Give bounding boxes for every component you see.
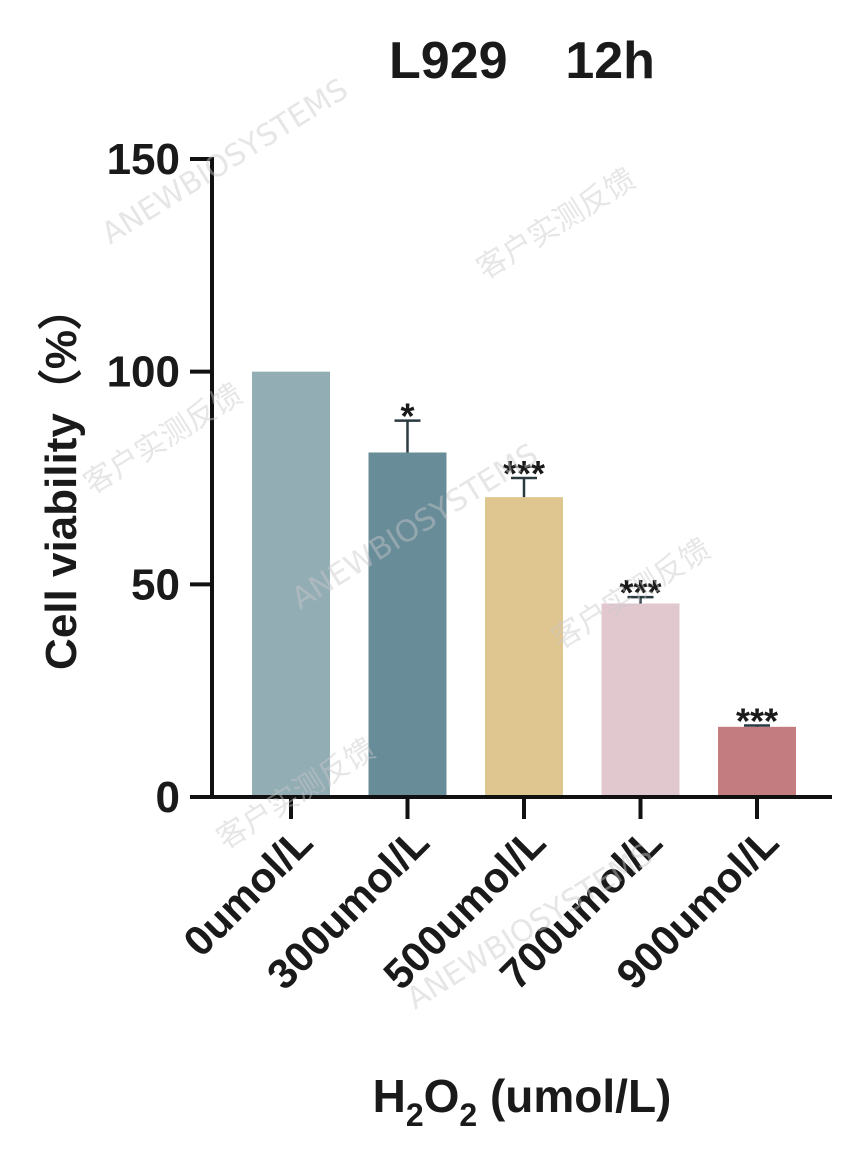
y-tick-label: 50 — [131, 560, 180, 609]
x-axis-label: H2O2 (umol/L) — [373, 1070, 672, 1133]
x-axis-label-unit: (umol/L) — [477, 1070, 671, 1122]
significance-label: *** — [619, 572, 661, 613]
significance-group: ********** — [400, 396, 778, 742]
x-axis-label-h: H — [373, 1070, 406, 1122]
bar — [485, 497, 563, 797]
x-axis-label-o: O — [424, 1070, 460, 1122]
bar — [601, 603, 680, 797]
y-ticks-group: 0 50 100 150 — [107, 135, 212, 822]
y-tick-label: 150 — [107, 135, 180, 184]
significance-label: *** — [736, 701, 778, 742]
significance-label: *** — [503, 453, 545, 494]
bars-group — [252, 371, 796, 797]
significance-label: * — [400, 396, 414, 437]
y-axis-label: Cell viability（%） — [37, 286, 86, 670]
y-tick-label: 100 — [107, 348, 180, 397]
bar — [252, 371, 330, 797]
error-bars-group — [394, 419, 770, 727]
bar — [718, 726, 796, 797]
bar — [368, 452, 447, 797]
y-tick-label: 0 — [156, 773, 180, 822]
x-axis-label-sub1: 2 — [406, 1097, 424, 1133]
x-axis-label-sub2: 2 — [459, 1097, 477, 1133]
chart-title: L929 12h — [389, 32, 655, 90]
watermark-text: 客户实测反馈 — [471, 162, 642, 287]
